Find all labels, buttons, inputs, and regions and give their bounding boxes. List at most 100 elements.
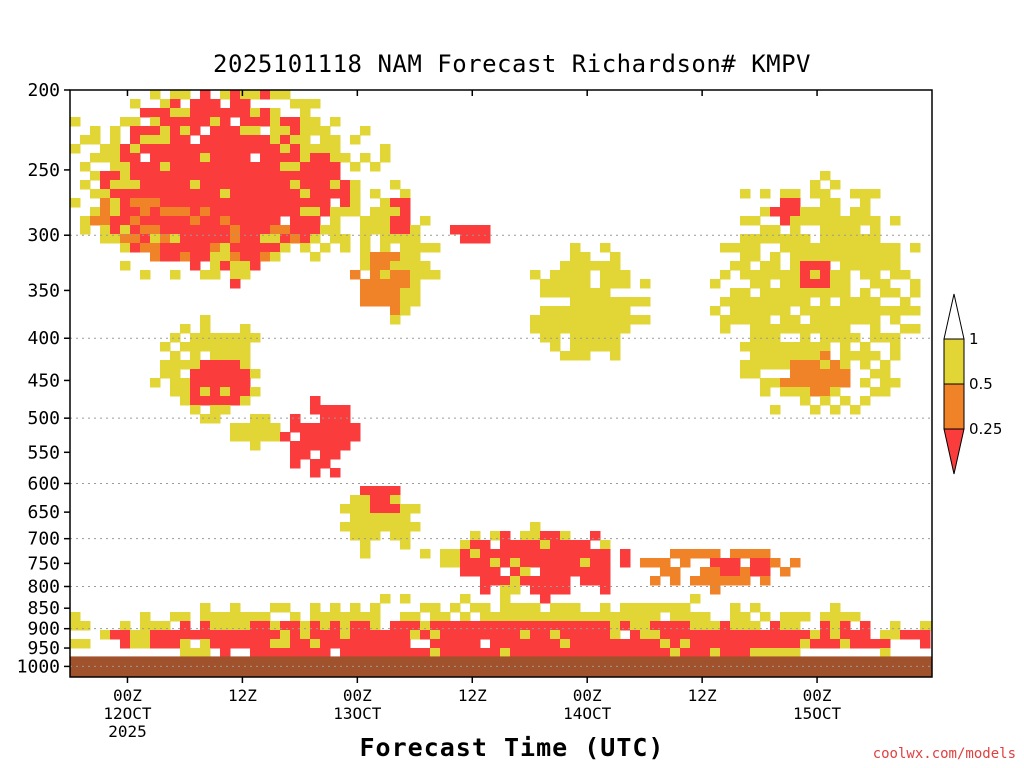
heatmap-cell [140, 144, 151, 154]
heatmap-cell [840, 270, 851, 280]
heatmap-cell [220, 612, 231, 622]
heatmap-cell [290, 414, 301, 424]
heatmap-cell [250, 261, 261, 271]
heatmap-cell [250, 621, 261, 631]
heatmap-cell [470, 630, 481, 640]
heatmap-cell [790, 369, 801, 379]
heatmap-cell [160, 108, 171, 118]
heatmap-cell [240, 162, 251, 172]
heatmap-cell [290, 234, 301, 244]
y-tick-label: 400 [27, 328, 60, 349]
heatmap-cell [640, 630, 651, 640]
heatmap-cell [320, 162, 331, 172]
heatmap-cell [600, 261, 611, 271]
heatmap-cell [510, 630, 521, 640]
heatmap-cell [580, 558, 591, 568]
heatmap-cell [790, 225, 801, 235]
heatmap-cell [810, 270, 821, 280]
heatmap-cell [720, 297, 731, 307]
heatmap-cell [790, 270, 801, 280]
heatmap-cell [150, 171, 161, 181]
heatmap-cell [190, 225, 201, 235]
heatmap-cell [570, 261, 581, 271]
heatmap-cell [360, 126, 371, 136]
heatmap-cell [210, 243, 221, 253]
heatmap-cell [440, 612, 451, 622]
heatmap-cell [290, 207, 301, 217]
heatmap-cell [290, 135, 301, 145]
heatmap-cell [770, 360, 781, 370]
heatmap-cell [640, 297, 651, 307]
heatmap-cell [860, 342, 871, 352]
heatmap-cell [320, 207, 331, 217]
heatmap-cell [400, 531, 411, 541]
heatmap-cell [560, 621, 571, 631]
heatmap-cell [180, 198, 191, 208]
heatmap-cell [110, 162, 121, 172]
heatmap-cell [220, 234, 231, 244]
heatmap-cell [120, 171, 131, 181]
heatmap-cell [290, 450, 301, 460]
heatmap-cell [530, 522, 541, 532]
heatmap-cell [150, 90, 161, 100]
heatmap-cell [580, 342, 591, 352]
heatmap-cell [680, 549, 691, 559]
heatmap-cell [410, 288, 421, 298]
heatmap-cell [330, 153, 341, 163]
heatmap-cell [780, 189, 791, 199]
heatmap-cell [800, 612, 811, 622]
heatmap-cell [700, 567, 711, 577]
heatmap-cell [860, 630, 871, 640]
heatmap-cell [100, 207, 111, 217]
heatmap-cell [530, 315, 541, 325]
heatmap-cell [830, 621, 841, 631]
heatmap-cell [720, 639, 731, 649]
heatmap-cell [660, 567, 671, 577]
heatmap-cell [860, 378, 871, 388]
heatmap-cell [480, 612, 491, 622]
heatmap-cell [740, 630, 751, 640]
heatmap-cell [290, 144, 301, 154]
heatmap-cell [630, 639, 641, 649]
heatmap-cell [160, 639, 171, 649]
heatmap-cell [760, 333, 771, 343]
heatmap-cell [330, 630, 341, 640]
heatmap-cell [270, 171, 281, 181]
x-tick-label: 00Z [343, 686, 372, 705]
heatmap-cell [770, 630, 781, 640]
heatmap-cell [210, 117, 221, 127]
heatmap-cell [770, 270, 781, 280]
heatmap-cell [320, 621, 331, 631]
heatmap-cell [170, 378, 181, 388]
colorbar-level [943, 383, 965, 430]
heatmap-cell [630, 603, 641, 613]
heatmap-cell [240, 90, 251, 100]
heatmap-cell [300, 207, 311, 217]
heatmap-cell [920, 630, 931, 640]
heatmap-cell [450, 639, 461, 649]
heatmap-cell [550, 603, 561, 613]
x-tick-label: 12OCT [103, 704, 152, 723]
heatmap-cell [550, 567, 561, 577]
heatmap-cell [590, 315, 601, 325]
y-tick-label: 350 [27, 280, 60, 301]
heatmap-cell [540, 531, 551, 541]
heatmap-cell [210, 225, 221, 235]
heatmap-cell [500, 540, 511, 550]
heatmap-cell [780, 639, 791, 649]
heatmap-cell [370, 288, 381, 298]
heatmap-cell [730, 576, 741, 586]
heatmap-cell [140, 216, 151, 226]
heatmap-cell [880, 630, 891, 640]
heatmap-cell [600, 306, 611, 316]
heatmap-cell [600, 315, 611, 325]
heatmap-cell [710, 630, 721, 640]
heatmap-cell [810, 405, 821, 415]
heatmap-cell [400, 630, 411, 640]
heatmap-cell [260, 234, 271, 244]
heatmap-cell [620, 315, 631, 325]
heatmap-cell [800, 360, 811, 370]
heatmap-cell [370, 531, 381, 541]
heatmap-cell [750, 639, 761, 649]
